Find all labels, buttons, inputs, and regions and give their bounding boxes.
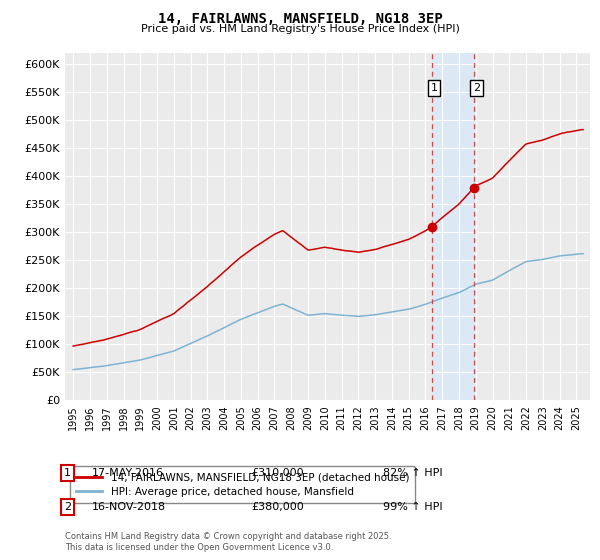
Text: 99% ↑ HPI: 99% ↑ HPI [383, 502, 442, 512]
Legend: 14, FAIRLAWNS, MANSFIELD, NG18 3EP (detached house), HPI: Average price, detache: 14, FAIRLAWNS, MANSFIELD, NG18 3EP (deta… [70, 466, 415, 503]
Text: £380,000: £380,000 [251, 502, 304, 512]
Text: Price paid vs. HM Land Registry's House Price Index (HPI): Price paid vs. HM Land Registry's House … [140, 24, 460, 34]
Text: 16-NOV-2018: 16-NOV-2018 [92, 502, 166, 512]
Text: 2: 2 [473, 83, 480, 93]
Text: 14, FAIRLAWNS, MANSFIELD, NG18 3EP: 14, FAIRLAWNS, MANSFIELD, NG18 3EP [158, 12, 442, 26]
Text: 82% ↑ HPI: 82% ↑ HPI [383, 468, 442, 478]
Text: 1: 1 [431, 83, 437, 93]
Bar [431, 53, 474, 400]
Text: Contains HM Land Registry data © Crown copyright and database right 2025.
This d: Contains HM Land Registry data © Crown c… [65, 532, 391, 552]
Text: 1: 1 [64, 468, 71, 478]
Text: 17-MAY-2016: 17-MAY-2016 [92, 468, 164, 478]
Text: 2: 2 [64, 502, 71, 512]
Text: £310,000: £310,000 [251, 468, 304, 478]
